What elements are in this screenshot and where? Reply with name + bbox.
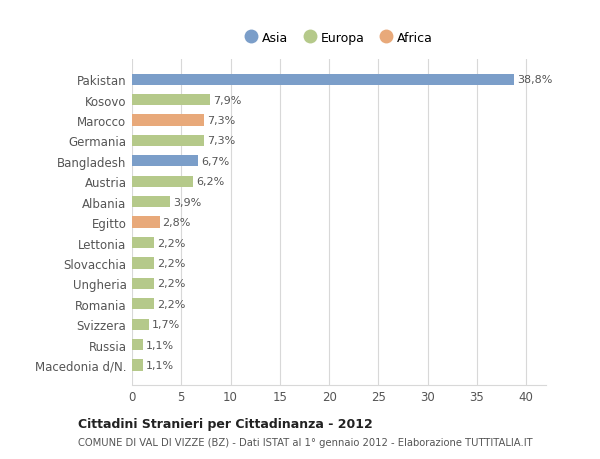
Text: 1,1%: 1,1% xyxy=(146,340,174,350)
Bar xyxy=(132,95,210,106)
Text: Cittadini Stranieri per Cittadinanza - 2012: Cittadini Stranieri per Cittadinanza - 2… xyxy=(78,417,373,430)
Bar xyxy=(132,156,198,167)
Text: 2,2%: 2,2% xyxy=(157,238,185,248)
Bar xyxy=(132,217,160,228)
Text: 1,1%: 1,1% xyxy=(146,360,174,370)
Text: 2,8%: 2,8% xyxy=(163,218,191,228)
Legend: Asia, Europa, Africa: Asia, Europa, Africa xyxy=(240,27,438,50)
Text: 1,7%: 1,7% xyxy=(152,319,180,330)
Text: 2,2%: 2,2% xyxy=(157,279,185,289)
Text: 6,2%: 6,2% xyxy=(196,177,224,187)
Text: 3,9%: 3,9% xyxy=(173,197,202,207)
Bar xyxy=(132,319,149,330)
Bar xyxy=(132,258,154,269)
Bar xyxy=(132,176,193,187)
Bar xyxy=(132,74,514,86)
Bar xyxy=(132,115,204,126)
Bar xyxy=(132,298,154,310)
Text: 38,8%: 38,8% xyxy=(517,75,553,85)
Text: COMUNE DI VAL DI VIZZE (BZ) - Dati ISTAT al 1° gennaio 2012 - Elaborazione TUTTI: COMUNE DI VAL DI VIZZE (BZ) - Dati ISTAT… xyxy=(78,437,533,447)
Bar xyxy=(132,359,143,371)
Text: 2,2%: 2,2% xyxy=(157,299,185,309)
Text: 6,7%: 6,7% xyxy=(201,157,229,167)
Bar xyxy=(132,237,154,249)
Text: 2,2%: 2,2% xyxy=(157,258,185,269)
Text: 7,9%: 7,9% xyxy=(213,95,241,106)
Text: 7,3%: 7,3% xyxy=(207,116,235,126)
Bar xyxy=(132,278,154,289)
Text: 7,3%: 7,3% xyxy=(207,136,235,146)
Bar xyxy=(132,135,204,147)
Bar xyxy=(132,196,170,208)
Bar xyxy=(132,339,143,350)
